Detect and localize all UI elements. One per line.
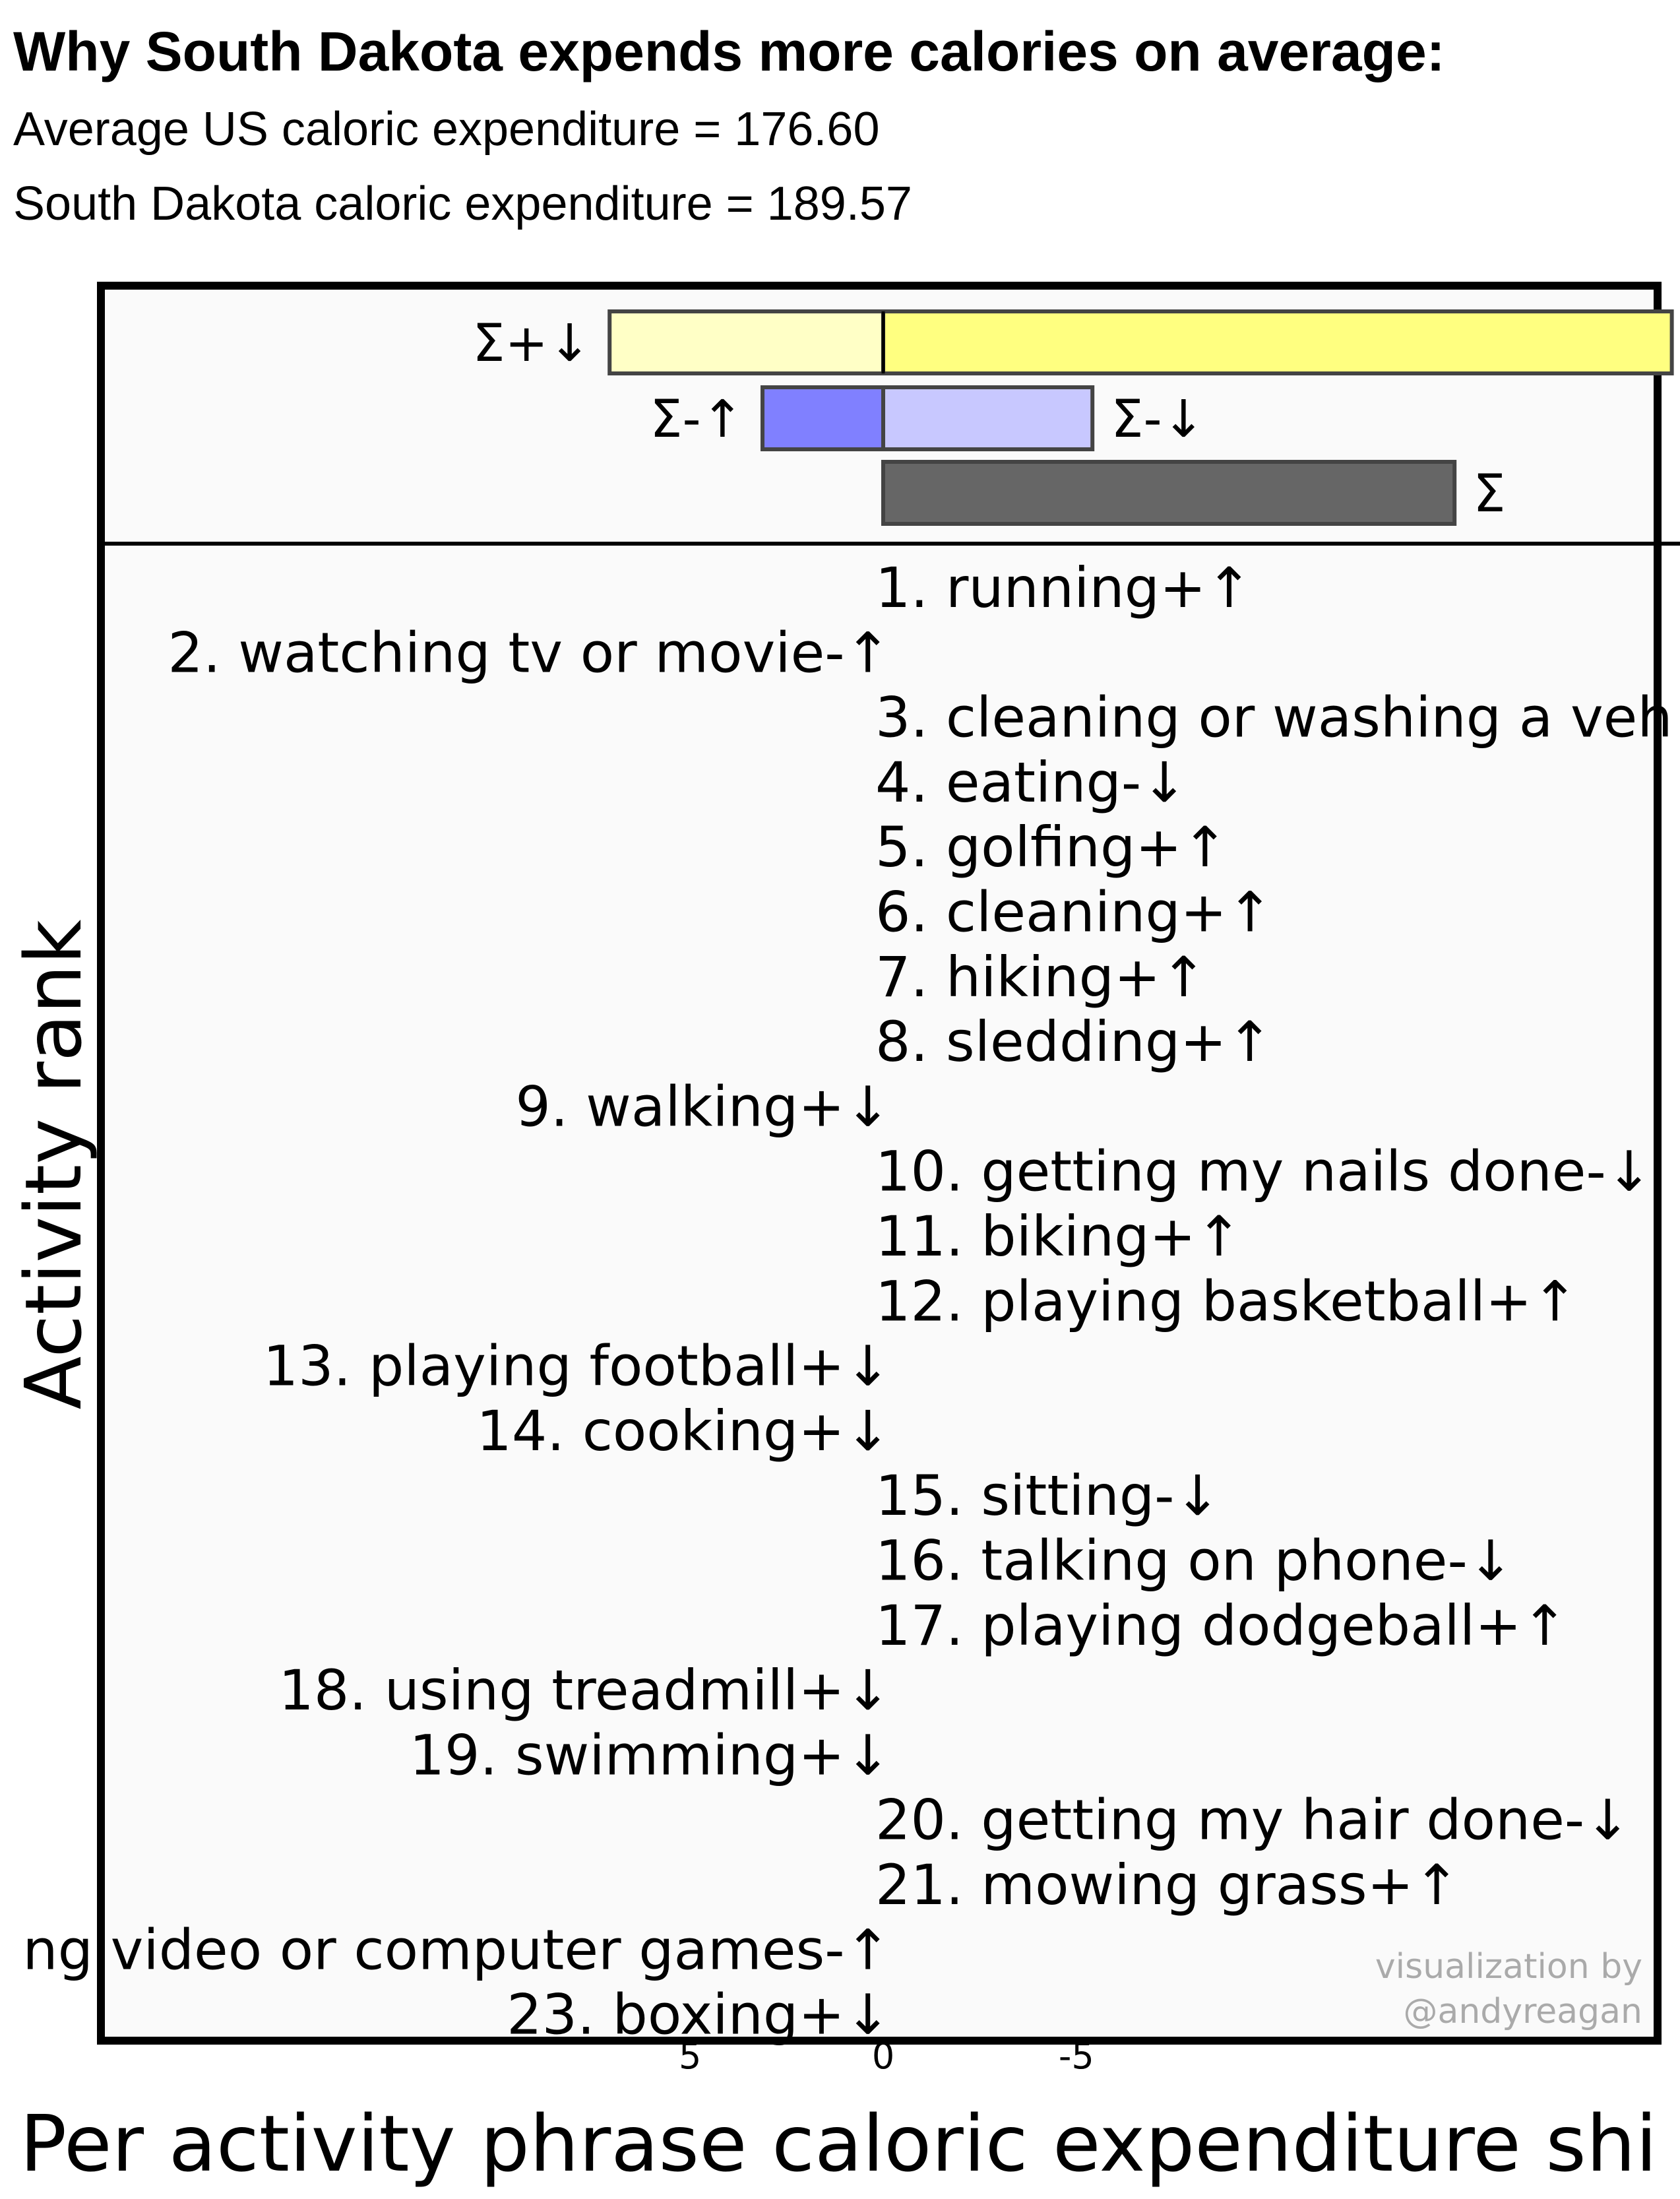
y-axis-label: Activity rank (8, 920, 99, 1410)
activity-label: 5. golfing+↑ (875, 815, 1228, 879)
x-tick-label: 5 (679, 2035, 701, 2077)
activity-label: 9. walking+↓ (515, 1074, 891, 1139)
chart-title: Why South Dakota expends more calories o… (13, 20, 1445, 82)
activity-label: ng video or computer games-↑ (22, 1917, 891, 1982)
summary-bar-sum_pos_up (881, 309, 1674, 375)
average-us-expenditure: Average US caloric expenditure = 176.60 (13, 103, 880, 156)
activity-label: 10. getting my nails done-↓ (875, 1139, 1652, 1204)
x-tick-label: 0 (872, 2035, 894, 2077)
activity-label: 6. cleaning+↑ (875, 880, 1273, 945)
activity-label: 20. getting my hair done-↓ (875, 1788, 1631, 1853)
activity-label: 8. sledding+↑ (875, 1009, 1273, 1074)
activity-label: 3. cleaning or washing a veh (875, 685, 1673, 750)
activity-label: 19. swimming+↓ (410, 1723, 891, 1787)
summary-bar-sum_neg_up (761, 385, 885, 451)
summary-bars: Σ+↓Σ+↑Σ-↑Σ-↓Σ (472, 309, 1674, 526)
activity-label: 14. cooking+↓ (476, 1399, 891, 1463)
summary-label-sum_neg_up: Σ-↑ (650, 390, 744, 449)
activity-label: 2. watching tv or movie-↑ (168, 620, 891, 685)
activity-label: 21. mowing grass+↑ (875, 1853, 1460, 1917)
summary-bar-sum_neg_down (881, 385, 1095, 451)
chart-frame (97, 282, 1662, 2045)
state-expenditure: South Dakota caloric expenditure = 189.5… (13, 177, 912, 230)
activity-label: 18. using treadmill+↓ (278, 1658, 891, 1723)
summary-label-sum_total: Σ (1473, 464, 1505, 524)
activity-label: 13. playing football+↓ (263, 1334, 891, 1399)
activity-label: 23. boxing+↓ (507, 1983, 891, 2047)
activity-labels: 1. running+↑2. watching tv or movie-↑3. … (22, 556, 1672, 2047)
activity-label: 12. playing basketball+↑ (875, 1269, 1578, 1333)
credit-line-1: visualization by (1375, 1947, 1642, 1987)
x-axis-label: Per activity phrase caloric expenditure … (20, 2098, 1657, 2189)
activity-label: 11. biking+↑ (875, 1204, 1242, 1269)
activity-label: 4. eating-↓ (875, 750, 1188, 815)
summary-bar-sum_pos_down (607, 309, 885, 375)
x-axis-ticks: 5 0 -5 (679, 2035, 1094, 2077)
summary-label-sum_neg_down: Σ-↓ (1111, 390, 1205, 449)
summary-label-sum_pos_down: Σ+↓ (472, 314, 591, 373)
activity-panel-background (101, 546, 1654, 2039)
activity-label: 1. running+↑ (875, 556, 1253, 620)
activity-label: 7. hiking+↑ (875, 945, 1207, 1009)
x-tick-label: -5 (1059, 2035, 1094, 2077)
activity-label: 16. talking on phone-↓ (875, 1529, 1514, 1593)
summary-bar-sum_total (881, 460, 1457, 526)
activity-label: 15. sitting-↓ (875, 1463, 1221, 1528)
activity-label: 17. playing dodgeball+↑ (875, 1593, 1568, 1658)
credit-line-2: @andyreagan (1403, 1992, 1642, 2031)
